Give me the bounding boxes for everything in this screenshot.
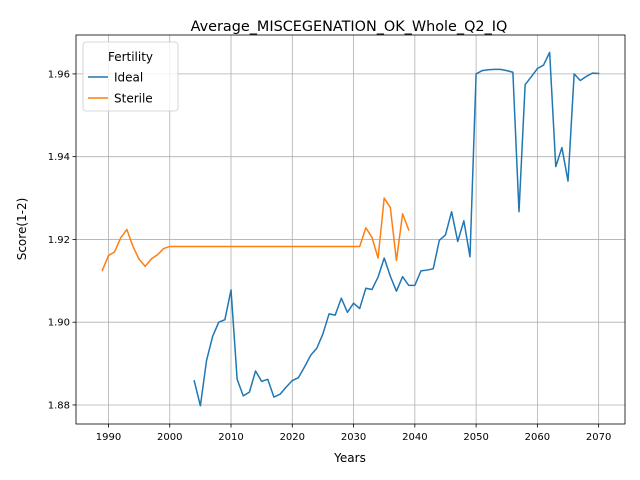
x-axis-label: Years	[333, 451, 366, 465]
legend-label-ideal: Ideal	[114, 71, 143, 85]
series-line-sterile	[101, 197, 410, 272]
y-axis-ticks: 1.88 1.90 1.92 1.94 1.96	[48, 69, 76, 411]
legend-box	[82, 41, 179, 112]
x-tick-label: 2070	[586, 432, 611, 443]
legend-title: Fertility	[108, 50, 153, 64]
y-tick-label: 1.88	[48, 400, 70, 411]
y-tick-label: 1.90	[48, 318, 70, 329]
series-group	[101, 51, 600, 407]
x-tick-label: 2010	[218, 432, 243, 443]
x-axis-ticks: 1990 2000 2010 2020 2030 2040 2050 2060 2070	[96, 424, 611, 443]
plot-frame	[75, 34, 626, 425]
y-axis-label: Score(1-2)	[15, 198, 29, 261]
chart-title: Average_MISCEGENATION_OK_Whole_Q2_IQ	[191, 19, 508, 35]
grid	[76, 35, 625, 424]
x-tick-label: 2040	[402, 432, 427, 443]
series-line-ideal	[193, 51, 600, 407]
x-tick-label: 2000	[157, 432, 182, 443]
y-tick-label: 1.96	[48, 69, 70, 80]
legend-label-sterile: Sterile	[114, 92, 153, 106]
x-tick-label: 2020	[280, 432, 305, 443]
y-tick-label: 1.94	[48, 152, 70, 163]
legend: Fertility Ideal Sterile	[82, 41, 179, 112]
x-tick-label: 2030	[341, 432, 366, 443]
x-tick-label: 2060	[525, 432, 550, 443]
x-tick-label: 2050	[463, 432, 488, 443]
y-tick-label: 1.92	[48, 235, 70, 246]
x-tick-label: 1990	[96, 432, 121, 443]
